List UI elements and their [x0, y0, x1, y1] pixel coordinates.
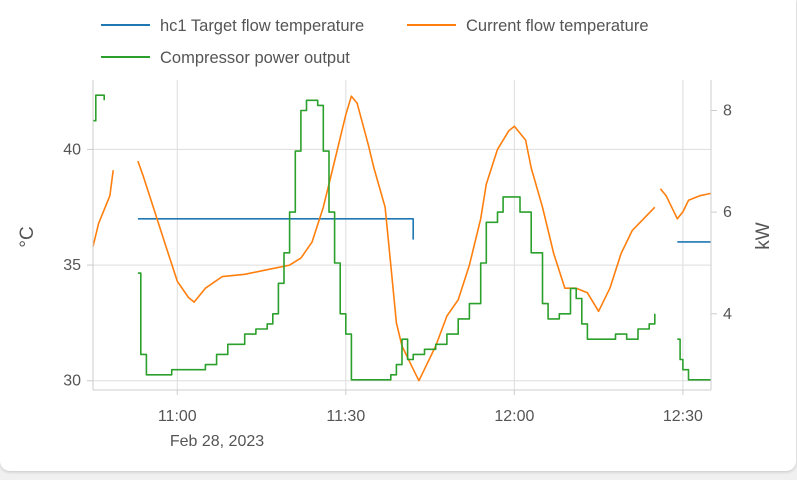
y-tick-label-right: 8: [723, 102, 732, 119]
x-tick-label: 12:00: [494, 408, 534, 425]
x-tick-label: 11:30: [326, 408, 365, 425]
x-axis-date-label: Feb 28, 2023: [170, 433, 264, 450]
series-line: [137, 99, 656, 381]
y-tick-label-left: 30: [63, 373, 81, 390]
y-axis-title-right: kW: [753, 222, 774, 250]
y-axis-title-left: °C: [17, 226, 38, 247]
legend-label: Current flow temperature: [466, 17, 649, 35]
series-line: [137, 95, 656, 382]
y-tick-label-right: 4: [723, 306, 732, 323]
legend-label: hc1 Target flow temperature: [160, 17, 364, 35]
grid: [93, 80, 711, 390]
y-tick-label-right: 6: [723, 204, 732, 221]
x-tick-label: 11:00: [158, 408, 197, 425]
legend-label: Compressor power output: [160, 49, 350, 67]
x-tick-label: 12:30: [663, 408, 703, 425]
y-tick-label-left: 35: [63, 257, 81, 274]
legend: hc1 Target flow temperature Current flow …: [101, 17, 649, 67]
series-line: [92, 170, 114, 247]
series-layer: [92, 94, 712, 382]
series-line: [677, 338, 711, 381]
series-line: [659, 188, 712, 220]
series-line: [93, 94, 105, 122]
axes: 30 35 40 11:00 11:30 12:00 12:30 4 6 8 °C kW Feb 28,…: [17, 80, 774, 450]
series-line: [137, 218, 414, 240]
y-tick-label-left: 40: [63, 141, 81, 158]
